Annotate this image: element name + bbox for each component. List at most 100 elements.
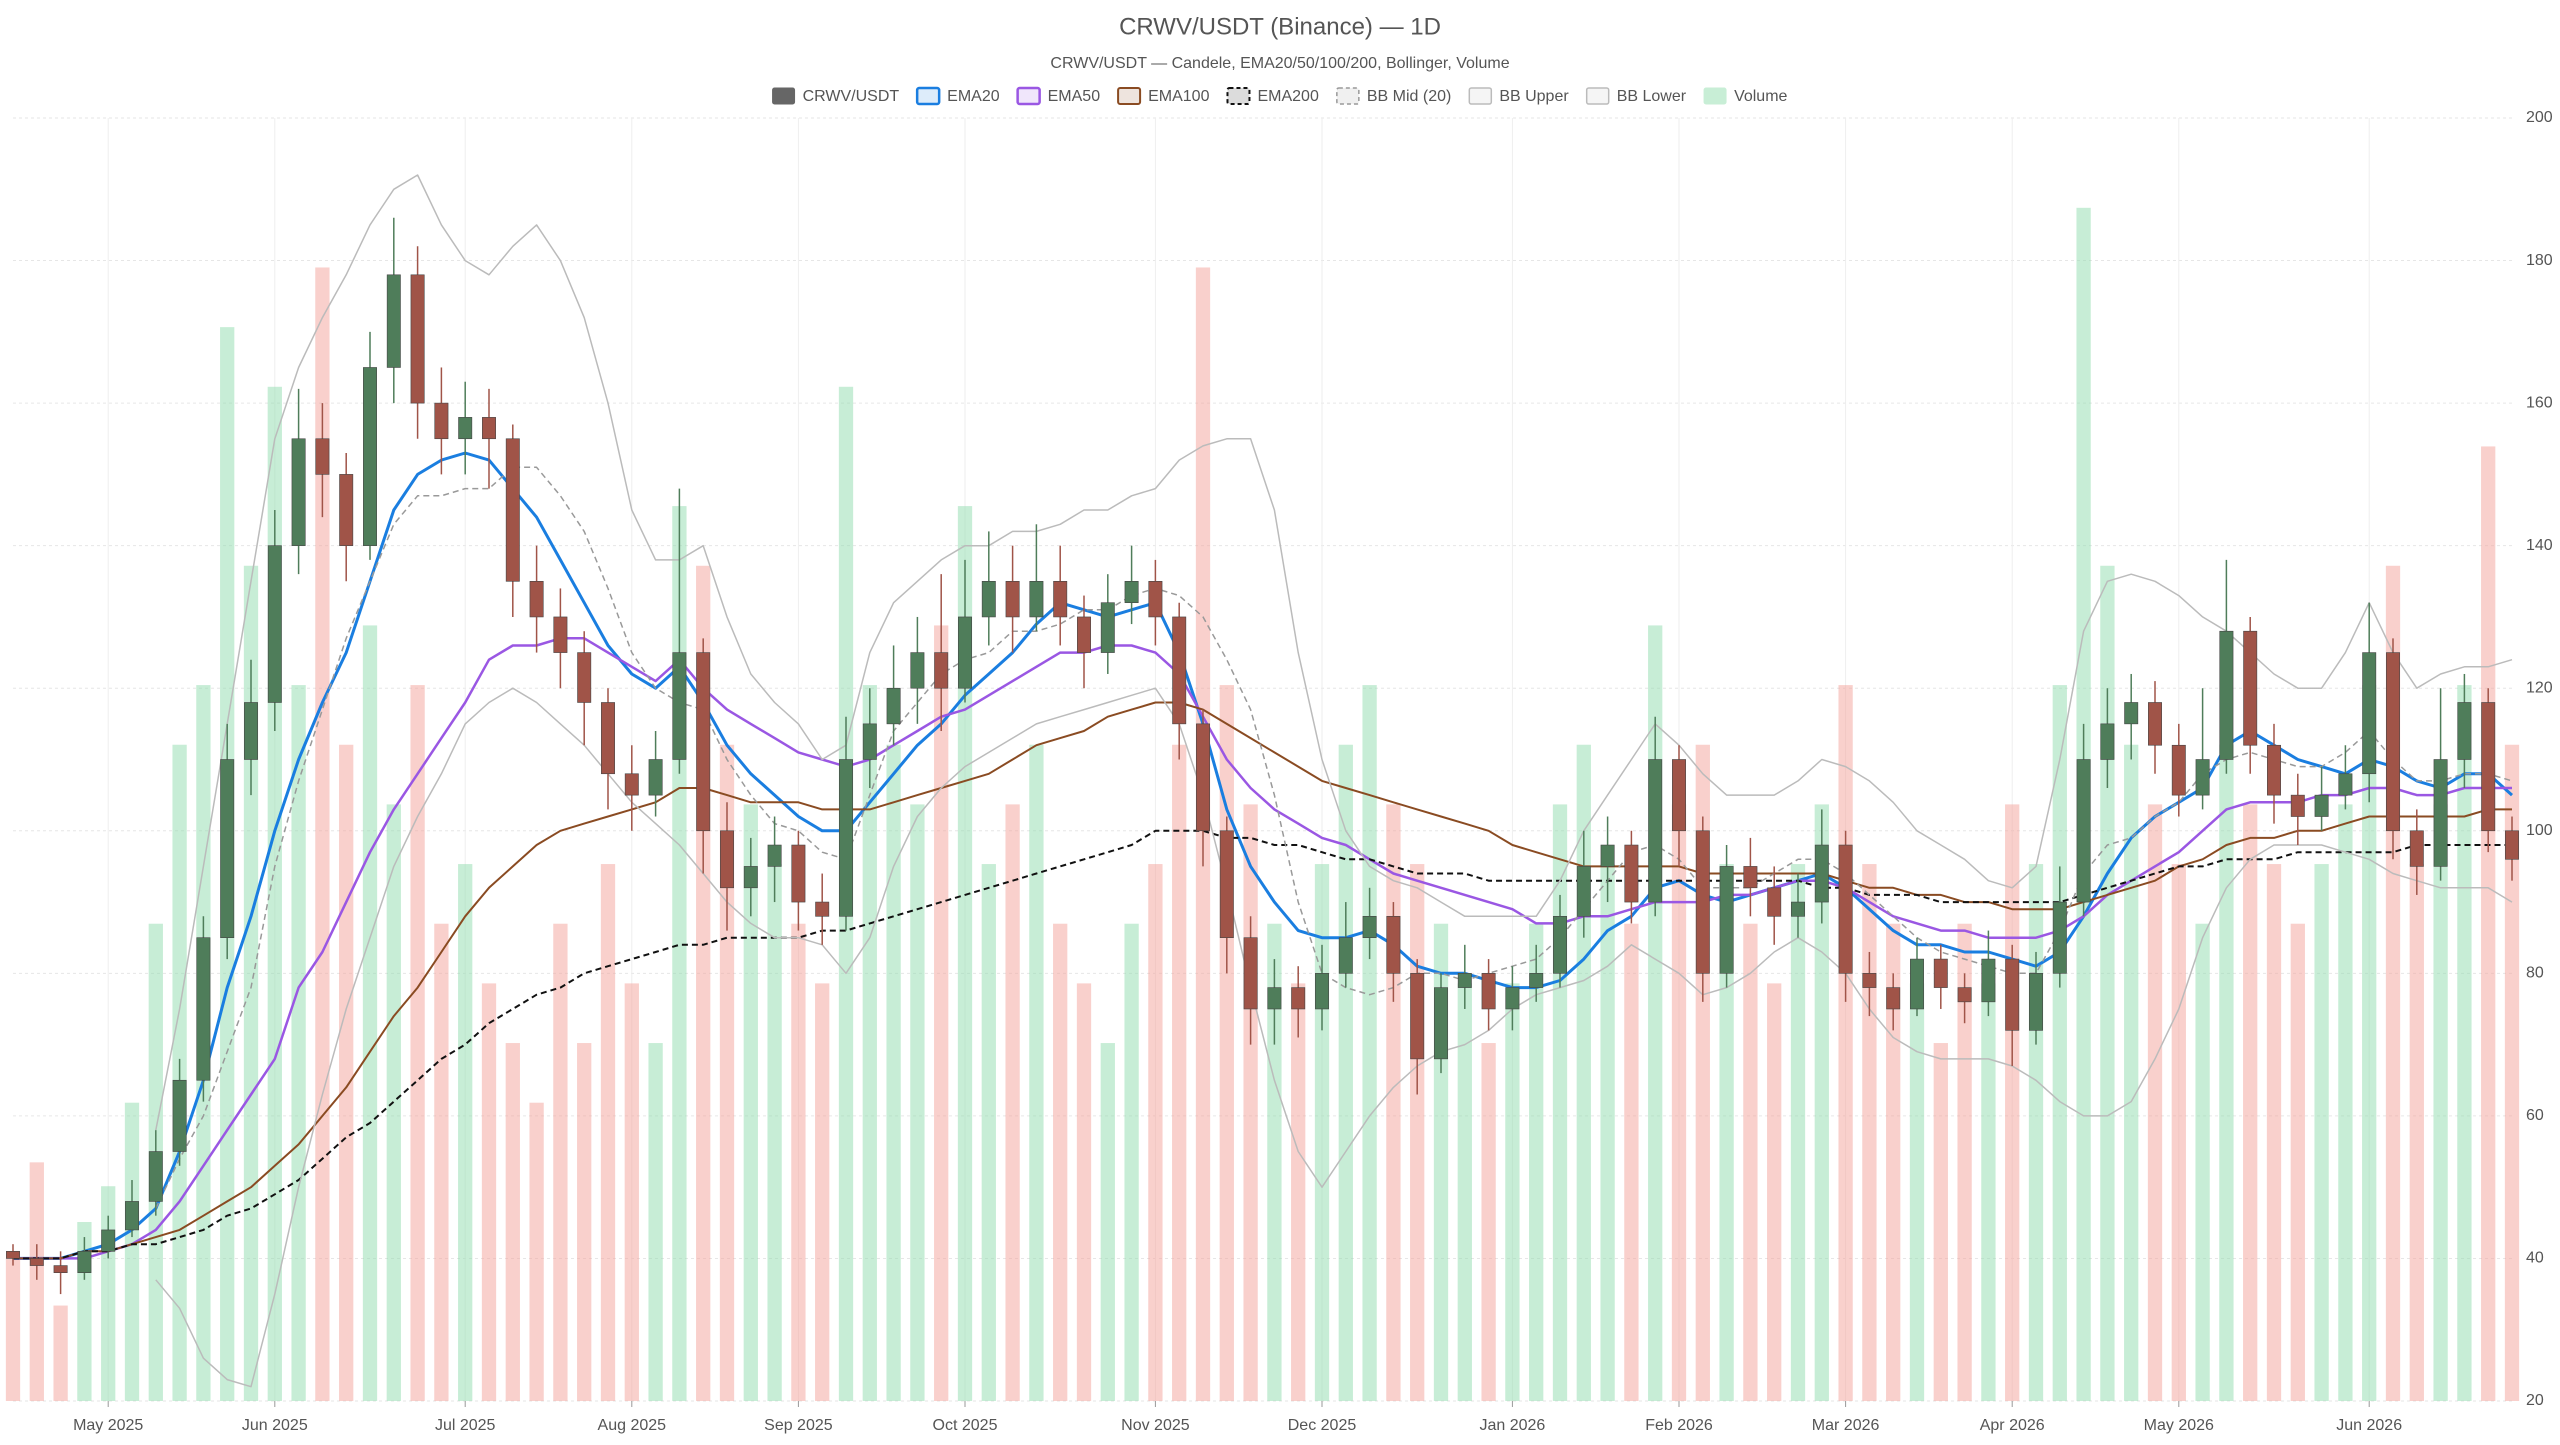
candle-body [125, 1201, 139, 1231]
volume-bar [2171, 864, 2186, 1401]
volume-bar [577, 1043, 592, 1401]
x-tick-label: Apr 2026 [1980, 1417, 2045, 1434]
candle-body [1838, 844, 1853, 974]
volume-bar [1362, 685, 1377, 1401]
volume-bar [1552, 804, 1568, 1401]
candle-body [1457, 973, 1472, 988]
volume-bar [767, 864, 782, 1401]
candle-body [267, 545, 282, 703]
candle-body [2338, 773, 2353, 796]
candle-body [743, 866, 758, 889]
candle-body [1957, 987, 1972, 1003]
volume-bar [1457, 983, 1472, 1401]
volume-bar [2028, 864, 2044, 1401]
candle-body [910, 652, 925, 689]
indicator-line [155, 174, 2513, 1131]
volume-bar [2457, 685, 2472, 1401]
legend-swatch [1703, 87, 1727, 105]
candle-body [386, 274, 401, 368]
volume-bar [2052, 685, 2067, 1401]
indicator-line [155, 687, 2513, 1388]
candle-body [2409, 830, 2424, 867]
candle-body [77, 1251, 92, 1273]
volume-bar [2147, 804, 2163, 1401]
candle-body [1814, 844, 1829, 903]
candle-body [2433, 759, 2448, 867]
volume-bar [1886, 923, 1901, 1401]
volume-bar [886, 744, 901, 1401]
candle-body [505, 438, 520, 582]
legend-swatch [1226, 87, 1251, 105]
volume-bar [2124, 744, 2139, 1401]
candle-body [148, 1151, 163, 1202]
y-tick-label: 80 [2526, 965, 2544, 982]
x-tick-label: Dec 2025 [1288, 1417, 1357, 1434]
indicator-line [155, 466, 2513, 1209]
legend-label: CRWV/USDT [803, 88, 900, 105]
candle-body [1886, 987, 1901, 1010]
candle-body [934, 652, 949, 689]
legend-swatch [1585, 87, 1610, 105]
candle-body [672, 652, 687, 760]
volume-bar [2005, 804, 2020, 1401]
candle-body [434, 402, 449, 440]
candle-body [1624, 844, 1639, 903]
volume-bar [1314, 864, 1330, 1401]
candle-body [101, 1229, 116, 1252]
volume-bar [1338, 744, 1353, 1401]
legend-swatch [1468, 87, 1493, 105]
volume-bar [1029, 744, 1044, 1401]
y-tick-label: 60 [2526, 1107, 2544, 1124]
candle-body [196, 937, 211, 1081]
candle-body [1362, 916, 1377, 938]
x-tick-label: Sep 2025 [764, 1417, 833, 1434]
candle-body [1576, 866, 1591, 917]
volume-bar [553, 923, 568, 1401]
legend: CRWV/USDT EMA20 EMA50 EMA100 EMA200 BB Mid (2… [772, 86, 1788, 106]
candle-body [1386, 916, 1401, 974]
candle-body [2148, 702, 2162, 746]
volume-bar [505, 1043, 520, 1401]
legend-label: BB Upper [1499, 88, 1569, 105]
volume-bar [1410, 864, 1425, 1401]
candle-body [2029, 973, 2043, 1031]
candle-body [1719, 866, 1734, 974]
volume-bar [957, 506, 973, 1401]
candle-body [1338, 937, 1353, 974]
candle-body [1505, 987, 1520, 1010]
volume-bar [815, 983, 830, 1401]
y-tick-label: 40 [2526, 1250, 2544, 1267]
x-tick-label: Jan 2026 [1479, 1417, 1545, 1434]
volume-bar [53, 1305, 68, 1401]
volume-bar [1957, 923, 1972, 1401]
volume-bar [1719, 864, 1734, 1401]
candle-body [1053, 581, 1068, 618]
x-tick-label: Oct 2025 [933, 1417, 998, 1434]
volume-bar [434, 923, 449, 1401]
candle-body [482, 417, 496, 440]
volume-bar [648, 1043, 663, 1401]
volume-bar [2219, 744, 2234, 1401]
candle-body [1100, 602, 1115, 653]
candle-body [458, 417, 473, 440]
candle-body [2314, 794, 2329, 817]
candle-body [2481, 702, 2496, 832]
candle-body [244, 702, 258, 760]
candle-body [2362, 652, 2377, 775]
candle-body [1410, 973, 1425, 1060]
volume-bar [2338, 804, 2353, 1401]
candle-body [2076, 759, 2091, 903]
candle-body [1600, 844, 1615, 867]
legend-swatch [915, 86, 941, 106]
candle-body [1315, 973, 1329, 1010]
candle-body [577, 652, 592, 703]
y-tick-label: 100 [2526, 822, 2553, 839]
volume-bar [1267, 923, 1282, 1401]
candle-body [1910, 958, 1924, 1010]
volume-bar [1624, 923, 1639, 1401]
volume-bar [2504, 744, 2520, 1401]
candle-body [648, 759, 663, 796]
candle-body [2005, 958, 2020, 1031]
candle-body [1077, 616, 1091, 653]
